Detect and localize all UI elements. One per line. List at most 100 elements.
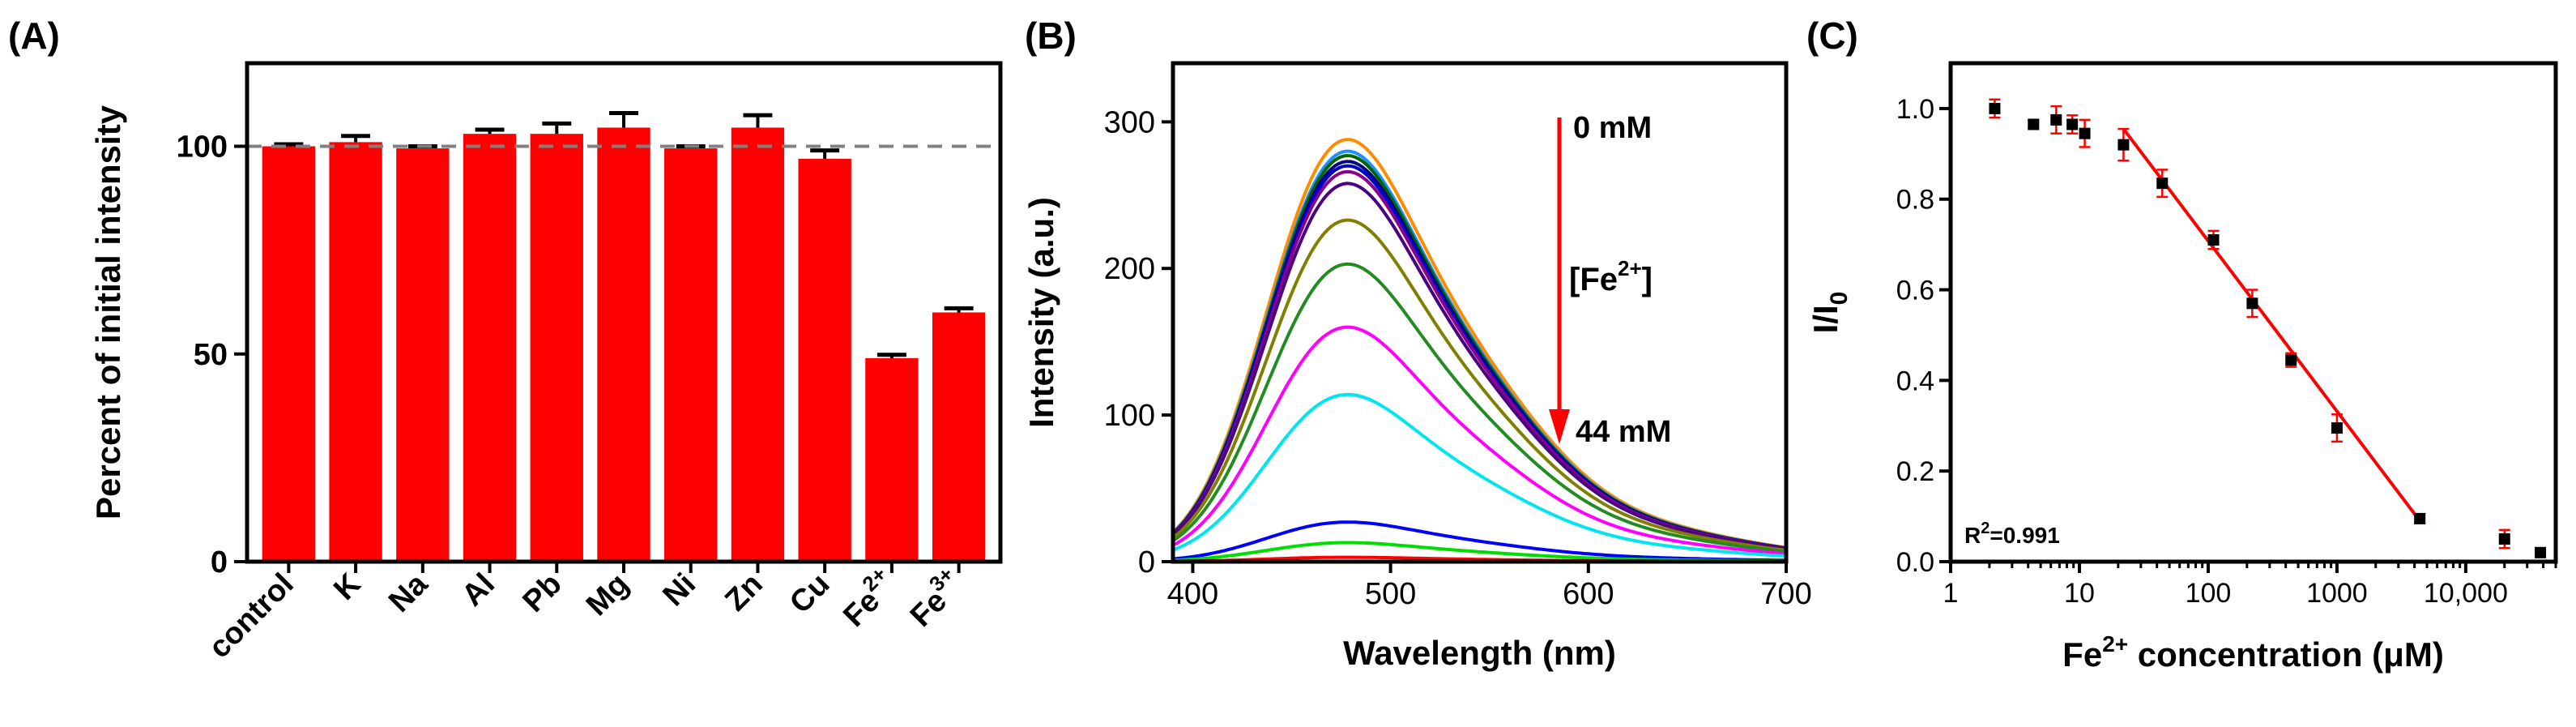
x-tick-label-3: 700 [1760, 577, 1811, 611]
bar-3 [463, 134, 517, 562]
panel-b-annotation-label: [Fe2+] [1569, 256, 1653, 297]
data-point-12 [2498, 533, 2510, 545]
panel-b-annotation-top: 0 mM [1573, 111, 1652, 145]
x-tick-label-base-9: Fe [837, 584, 886, 634]
x-tick-label-base-5: Mg [580, 567, 636, 623]
panel-c-label: (C) [1806, 15, 1858, 57]
bar-10 [932, 312, 986, 562]
panel-a-bars [262, 111, 986, 562]
x-tick-label-3: 1000 [2306, 578, 2368, 609]
y-tick-label-0: 0 [1138, 545, 1155, 579]
y-tick-label-0: 0.0 [1896, 547, 1934, 578]
panel-c-y-axis-main: I/I [1806, 305, 1845, 333]
data-point-5 [2118, 139, 2130, 151]
x-tick-label-base-1: K [327, 567, 367, 606]
y-tick-label-2: 200 [1104, 252, 1155, 286]
x-tick-label-8: Cu [783, 567, 837, 621]
x-tick-label-0: 400 [1167, 577, 1218, 611]
spectrum-curve-8 [1173, 262, 1786, 554]
bar-4 [530, 134, 583, 562]
bar-9 [865, 357, 919, 562]
x-tick-label-4: 10,000 [2424, 578, 2508, 609]
panel-c-points [1989, 98, 2547, 558]
x-tick-label-base-6: Ni [657, 567, 703, 614]
x-tick-label-base-4: Pb [517, 567, 569, 619]
x-tick-label-base-0: control [203, 567, 301, 665]
panel-c-ticks: 1 10 100 1000 10,000 0.0 0.2 0.4 0.6 0.8 1.0 [1896, 94, 2557, 609]
x-tick-label-base-10: Fe [904, 584, 953, 634]
spectrum-curve-11 [1173, 520, 1786, 562]
panel-b-annotation-bottom: 44 mM [1576, 415, 1671, 449]
y-tick-label-3: 0.6 [1896, 276, 1934, 306]
panel-b-label: (B) [1025, 15, 1077, 57]
y-tick-label-5: 1.0 [1896, 94, 1934, 125]
panel-b-frame [1171, 61, 1789, 564]
panel-c-r-squared: R2=0.991 [1964, 520, 2060, 548]
bar-6 [664, 148, 718, 562]
y-tick-label-3: 300 [1104, 105, 1155, 139]
spectrum-curve-6 [1173, 182, 1786, 551]
panel-c-r-squared-sup: 2 [1981, 520, 1990, 537]
panel-c-x-axis-suffix: concentration (μM) [2128, 635, 2444, 674]
x-tick-label-base-3: Al [455, 567, 501, 614]
bar-0 [262, 146, 316, 562]
panel-c: (C) 1 10 100 1000 10,000 0.0 0.2 0.4 0.6 0.8 1.0 F… [1806, 15, 2558, 674]
y-tick-label-4: 0.8 [1896, 185, 1934, 216]
data-point-8 [2246, 297, 2258, 310]
panel-b-y-axis-title: Intensity (a.u.) [1022, 197, 1060, 428]
x-tick-label-base-7: Zn [719, 567, 770, 618]
x-tick-label-6: Ni [657, 567, 703, 614]
y-tick-label-1: 0.2 [1896, 456, 1934, 487]
x-tick-label-7: Zn [719, 567, 770, 618]
y-tick-label-1: 50 [194, 338, 228, 372]
panel-b-ticks: 400 500 600 700 0 100 200 300 [1104, 105, 1812, 611]
data-point-9 [2285, 354, 2297, 366]
panel-c-r-squared-prefix: R [1964, 523, 1981, 548]
data-point-3 [2066, 118, 2079, 130]
panel-c-y-axis-title: I/I0 [1806, 292, 1853, 334]
data-point-2 [2050, 113, 2062, 126]
bar-7 [731, 127, 785, 562]
x-tick-label-5: Mg [580, 567, 636, 623]
x-tick-label-1: K [327, 567, 367, 606]
panel-b-annotation-base: [Fe [1569, 262, 1618, 297]
x-tick-label-2: 100 [2186, 578, 2232, 609]
panel-c-y-axis-sub: 0 [1826, 292, 1853, 306]
data-point-10 [2331, 422, 2343, 434]
data-point-13 [2535, 546, 2547, 558]
spectrum-curve-7 [1173, 218, 1786, 552]
panel-c-r-squared-value: =0.991 [1990, 523, 2059, 548]
x-tick-label-4: Pb [517, 567, 569, 619]
data-point-1 [2028, 118, 2040, 130]
panel-c-x-axis-title: Fe2+ concentration (μM) [2062, 631, 2444, 674]
spectrum-curve-9 [1173, 325, 1786, 556]
x-tick-label-base-2: Na [382, 567, 435, 619]
bar-2 [396, 148, 450, 562]
y-tick-label-2: 100 [177, 130, 228, 165]
data-point-0 [1989, 102, 2001, 114]
panel-c-x-axis-prefix: Fe [2062, 635, 2102, 674]
x-tick-label-2: 600 [1563, 577, 1614, 611]
panel-a-label: (A) [8, 15, 60, 57]
data-point-7 [2207, 234, 2220, 246]
x-tick-label-1: 10 [2064, 578, 2095, 609]
y-tick-label-1: 100 [1104, 399, 1155, 433]
data-point-6 [2156, 177, 2169, 190]
y-tick-label-2: 0.4 [1896, 366, 1934, 396]
spectrum-curve-10 [1173, 392, 1786, 558]
data-point-4 [2079, 127, 2091, 139]
panel-b-x-axis-title: Wavelength (nm) [1343, 634, 1616, 672]
panel-b-arrow-head [1549, 409, 1570, 444]
panel-b-curves [1173, 138, 1786, 562]
panel-c-frame [1948, 61, 2558, 564]
bar-1 [329, 142, 382, 562]
x-tick-label-base-8: Cu [783, 567, 837, 621]
panel-b: (B) 400 500 600 700 0 100 200 300 Wavelength (n… [1022, 15, 1812, 672]
panel-b-annotation-end: ] [1642, 262, 1653, 297]
bar-8 [798, 158, 851, 562]
data-point-11 [2414, 512, 2426, 524]
x-tick-label-2: Na [382, 567, 435, 619]
panel-c-fit-line [2122, 127, 2421, 522]
